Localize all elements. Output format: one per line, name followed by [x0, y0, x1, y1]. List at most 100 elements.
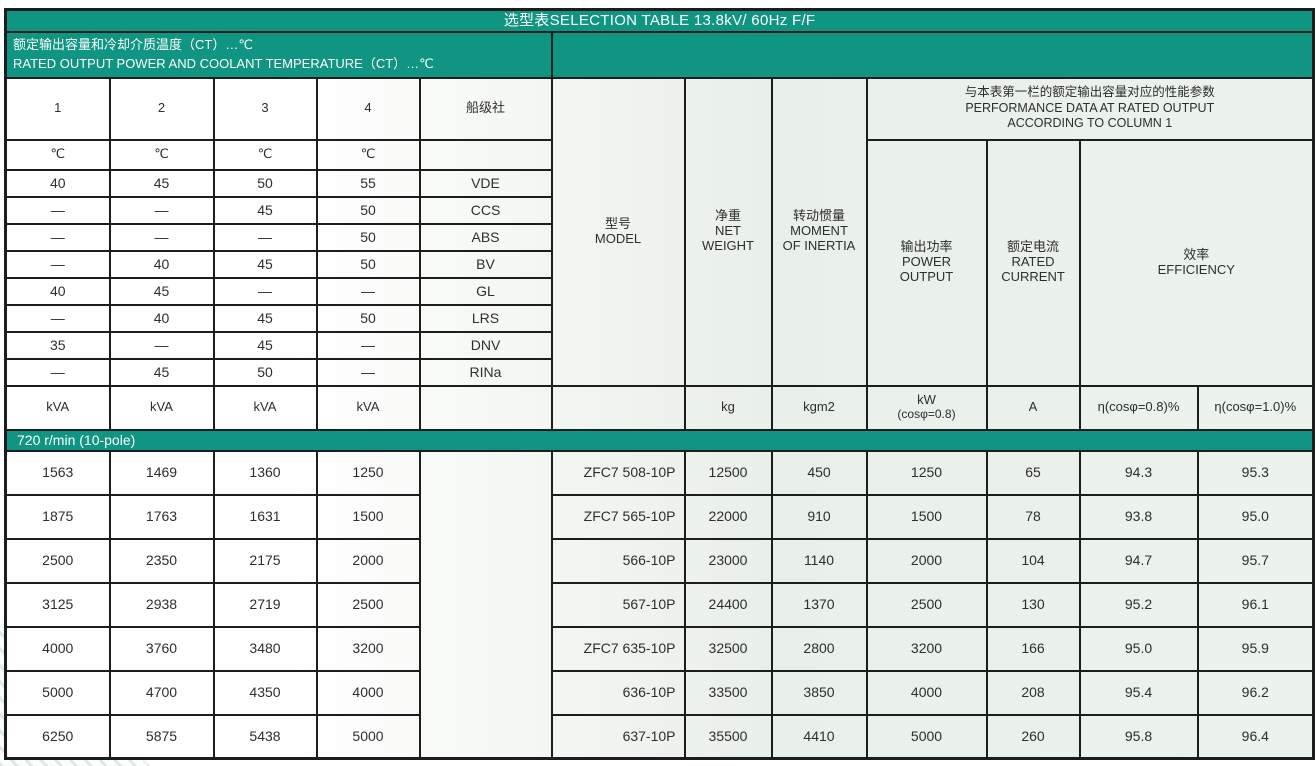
temp-value-cell-1: 35 — [4, 330, 111, 360]
main-header-row: 1 2 3 4 船级社 型号 MODEL 净重 NET WEIGHT 转动惯量 … — [4, 76, 1315, 387]
temp-value-cell-2: — — [108, 222, 215, 252]
power-cell: 2000 — [865, 537, 988, 584]
kva-value-cell-1: 4000 — [4, 625, 111, 672]
temp-value-cell-2: 45 — [108, 168, 215, 198]
temp-value-cell-4: 50 — [315, 222, 421, 252]
temp-value-cell-4: 55 — [315, 168, 421, 198]
eff-pf10-cell: 96.1 — [1196, 581, 1315, 628]
power-output-header-en1: POWER — [901, 254, 952, 270]
society-cell: DNV — [418, 330, 553, 360]
power-cell: 2500 — [865, 581, 988, 628]
model-cell: 637-10P — [550, 713, 686, 760]
eff-pf10-cell: 95.9 — [1196, 625, 1315, 672]
kva-value-cell-1: 5000 — [4, 669, 111, 716]
model-cell: 566-10P — [550, 537, 686, 584]
data-row: 2500 2350 2175 2000 566-10P 23000 1140 2… — [4, 537, 1315, 584]
temperature-row: 35 — 45 — DNV — [4, 330, 1314, 360]
power-cell: 5000 — [865, 713, 988, 760]
eff-pf08-cell: 95.4 — [1078, 669, 1199, 716]
kva-value-cell-2: 5875 — [108, 713, 215, 760]
net-weight-header-en2: WEIGHT — [702, 237, 754, 253]
kva-value-cell-3: 1360 — [212, 449, 318, 496]
selection-table: 选型表SELECTION TABLE 13.8kV/ 60Hz F/F 额定输出… — [4, 8, 1316, 760]
power-output-header-cn: 输出功率 — [900, 239, 953, 255]
col-header-2: 2 — [108, 76, 215, 141]
current-cell: 104 — [985, 537, 1081, 584]
current-cell: 78 — [985, 493, 1081, 540]
efficiency-header-en: EFFICIENCY — [1157, 261, 1235, 277]
data-row: 6250 5875 5438 5000 637-10P 35500 4410 5… — [4, 713, 1315, 760]
temp-value-cell-1: 40 — [4, 276, 111, 306]
kva-unit-cell-3: kVA — [212, 384, 318, 431]
current-cell: 260 — [985, 713, 1081, 760]
temp-value-cell-1: — — [4, 195, 111, 225]
temp-value-cell-1: — — [4, 222, 111, 252]
table-title: 选型表SELECTION TABLE 13.8kV/ 60Hz F/F — [4, 8, 1315, 33]
temp-value-cell-4: 50 — [315, 303, 421, 333]
ampere-unit-cell: A — [985, 384, 1081, 431]
weight-cell: 12500 — [683, 449, 773, 496]
inertia-header-en1: MOMENT — [790, 223, 848, 239]
rated-current-header-cn: 额定电流 — [1006, 239, 1059, 255]
net-weight-header-cn: 净重 — [714, 208, 741, 224]
power-output-header: 输出功率 POWER OUTPUT — [865, 138, 988, 387]
kva-value-cell-4: 4000 — [315, 669, 421, 716]
kva-value-cell-2: 2938 — [108, 581, 215, 628]
kgm2-unit-cell: kgm2 — [770, 384, 868, 431]
inertia-cell: 1370 — [770, 581, 868, 628]
temp-value-cell-1: — — [4, 357, 111, 387]
kva-value-cell-1: 3125 — [4, 581, 111, 628]
kva-value-cell-2: 1469 — [108, 449, 215, 496]
society-column-spacer — [418, 449, 553, 760]
eff-pf08-unit-cell: η(cosφ=0.8)% — [1078, 384, 1199, 431]
eff-pf08-cell: 95.8 — [1078, 713, 1199, 760]
col-header-1: 1 — [4, 76, 111, 141]
model-cell: ZFC7 508-10P — [550, 449, 686, 496]
temp-value-cell-2: — — [108, 330, 215, 360]
society-cell: GL — [418, 276, 553, 306]
weight-cell: 22000 — [683, 493, 773, 540]
col-header-3: 3 — [212, 76, 318, 141]
speed-section-row: 720 r/min (10-pole) — [4, 428, 1315, 452]
kva-value-cell-1: 1875 — [4, 493, 111, 540]
subheader-right-spacer — [550, 30, 1315, 79]
net-weight-header-en1: NET — [715, 223, 741, 239]
kva-value-cell-1: 6250 — [4, 713, 111, 760]
performance-header-en1: PERFORMANCE DATA AT RATED OUTPUT — [965, 100, 1215, 115]
model-header: 型号 MODEL — [550, 76, 686, 387]
inertia-cell: 450 — [770, 449, 868, 496]
kva-value-cell-1: 2500 — [4, 537, 111, 584]
temp-value-cell-3: 45 — [212, 249, 318, 279]
weight-cell: 33500 — [683, 669, 773, 716]
temp-value-cell-2: 45 — [108, 276, 215, 306]
temperature-row: 40 45 50 55 VDE — [4, 168, 1314, 198]
temp-value-cell-1: — — [4, 249, 111, 279]
inertia-cell: 910 — [770, 493, 868, 540]
power-cell: 3200 — [865, 625, 988, 672]
temp-value-cell-3: — — [212, 276, 318, 306]
power-cell: 1250 — [865, 449, 988, 496]
col-header-4: 4 — [315, 76, 421, 141]
temp-value-cell-2: — — [108, 195, 215, 225]
kva-value-cell-4: 5000 — [315, 713, 421, 760]
efficiency-header: 效率 EFFICIENCY — [1078, 138, 1315, 387]
data-row: 5000 4700 4350 4000 636-10P 33500 3850 4… — [4, 669, 1315, 716]
temp-value-cell-4: — — [315, 330, 421, 360]
kva-unit-cell-2: kVA — [108, 384, 215, 431]
power-cell: 1500 — [865, 493, 988, 540]
performance-header-cn: 与本表第一栏的额定输出容量对应的性能参数 — [964, 85, 1215, 100]
temp-value-cell-3: 45 — [212, 330, 318, 360]
temp-value-cell-4: — — [315, 276, 421, 306]
kva-value-cell-2: 2350 — [108, 537, 215, 584]
temp-value-cell-4: 50 — [315, 195, 421, 225]
kva-value-cell-1: 1563 — [4, 449, 111, 496]
temp-value-cell-3: — — [212, 222, 318, 252]
kva-value-cell-4: 2000 — [315, 537, 421, 584]
kva-value-cell-3: 1631 — [212, 493, 318, 540]
current-cell: 65 — [985, 449, 1081, 496]
temp-value-cell-2: 40 — [108, 303, 215, 333]
inertia-header: 转动惯量 MOMENT OF INERTIA — [770, 76, 868, 387]
temp-value-cell-3: 45 — [212, 303, 318, 333]
kw-unit-line2: (cosφ=0.8) — [897, 407, 956, 422]
current-cell: 208 — [985, 669, 1081, 716]
